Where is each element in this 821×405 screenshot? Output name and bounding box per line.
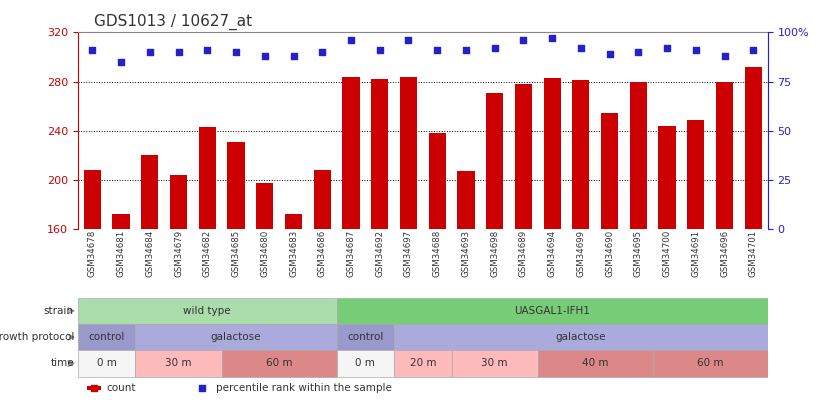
Bar (78, 298, 337, 324)
Point (661, 45, 674, 51)
Point (517, 37, 530, 43)
Bar (653, 350, 768, 377)
Bar (199, 127, 216, 405)
Point (258, 53, 271, 59)
Point (172, 49, 186, 55)
Bar (515, 84, 532, 405)
Text: 0 m: 0 m (97, 358, 117, 369)
Bar (486, 93, 503, 405)
Point (632, 49, 645, 55)
Bar (227, 142, 245, 405)
Bar (457, 171, 475, 405)
Bar (400, 77, 417, 405)
Text: 60 m: 60 m (266, 358, 292, 369)
Point (575, 45, 588, 51)
Text: 30 m: 30 m (165, 358, 192, 369)
Text: percentile rank within the sample: percentile rank within the sample (216, 383, 392, 393)
Point (115, 59, 128, 65)
Point (345, 37, 358, 43)
Bar (112, 214, 130, 405)
Text: galactose: galactose (211, 332, 261, 342)
Point (230, 49, 243, 55)
Point (201, 47, 214, 53)
Bar (78, 324, 135, 350)
Point (287, 53, 300, 59)
Bar (314, 170, 331, 405)
Point (718, 53, 732, 59)
Text: 30 m: 30 m (481, 358, 508, 369)
Bar (658, 126, 676, 405)
Point (144, 49, 157, 55)
Text: 0 m: 0 m (355, 358, 375, 369)
Point (603, 51, 616, 57)
Text: UASGAL1-IFH1: UASGAL1-IFH1 (514, 306, 590, 316)
Bar (256, 183, 273, 405)
Bar (222, 350, 337, 377)
Bar (745, 67, 762, 405)
Point (373, 47, 387, 53)
Text: control: control (347, 332, 383, 342)
Text: count: count (107, 383, 136, 393)
Point (316, 49, 329, 55)
Bar (337, 350, 394, 377)
Bar (342, 77, 360, 405)
Bar (687, 119, 704, 405)
Point (690, 47, 703, 53)
Bar (452, 350, 538, 377)
Text: 60 m: 60 m (697, 358, 723, 369)
Point (747, 47, 760, 53)
Point (86, 47, 99, 53)
Bar (337, 324, 394, 350)
Bar (337, 298, 768, 324)
Text: 20 m: 20 m (410, 358, 436, 369)
Bar (429, 133, 446, 405)
Bar (285, 214, 302, 405)
Bar (170, 175, 187, 405)
Bar (78, 350, 135, 377)
Bar (135, 350, 222, 377)
Bar (371, 79, 388, 405)
Point (195, 385, 209, 391)
Text: galactose: galactose (556, 332, 606, 342)
Bar (601, 113, 618, 405)
Text: strain: strain (44, 306, 74, 316)
Bar (538, 350, 653, 377)
Point (431, 47, 444, 53)
Point (402, 37, 415, 43)
Text: wild type: wild type (183, 306, 232, 316)
Text: time: time (50, 358, 74, 369)
Text: GDS1013 / 10627_at: GDS1013 / 10627_at (94, 14, 253, 30)
Bar (544, 78, 561, 405)
Point (488, 45, 501, 51)
Bar (141, 155, 158, 405)
Bar (630, 81, 647, 405)
Point (460, 47, 473, 53)
Text: control: control (89, 332, 125, 342)
Point (87, 385, 100, 391)
Bar (87, 386, 101, 390)
Bar (135, 324, 337, 350)
Bar (394, 350, 452, 377)
Text: growth protocol: growth protocol (0, 332, 74, 342)
Bar (394, 324, 768, 350)
Bar (572, 80, 589, 405)
Text: 40 m: 40 m (582, 358, 608, 369)
Point (545, 35, 558, 42)
Bar (84, 170, 101, 405)
Bar (716, 81, 733, 405)
